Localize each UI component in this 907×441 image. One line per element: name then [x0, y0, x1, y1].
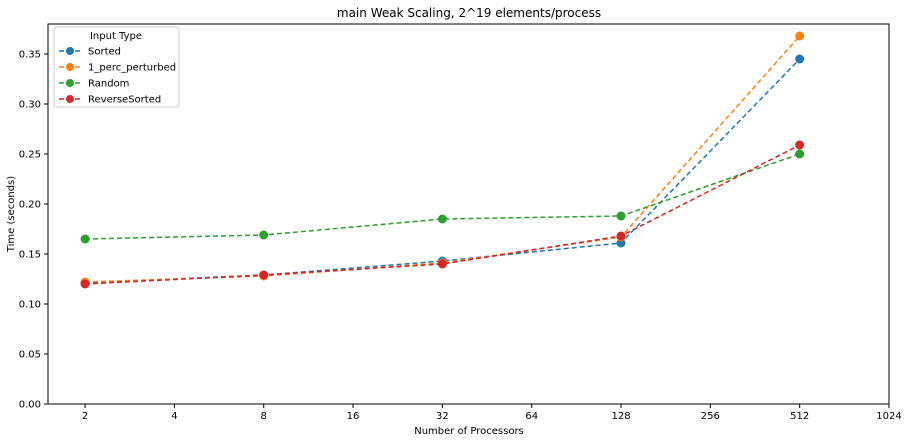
- x-tick-label: 16: [347, 411, 360, 422]
- y-tick-label: 0.30: [19, 100, 41, 111]
- data-point: [795, 31, 805, 41]
- legend-item: 1_perc_perturbed: [59, 63, 176, 74]
- y-tick-label: 0.25: [19, 150, 41, 161]
- data-point: [795, 140, 805, 150]
- legend-title: Input Type: [90, 31, 142, 42]
- legend-label: Sorted: [88, 47, 121, 58]
- x-tick-label: 8: [261, 411, 267, 422]
- legend-item: Random: [59, 79, 129, 90]
- y-tick-label: 0.35: [19, 50, 41, 61]
- series-1-perc-perturbed: [80, 31, 805, 287]
- x-tick-label: 32: [436, 411, 449, 422]
- legend-item: ReverseSorted: [59, 95, 161, 106]
- data-point: [616, 211, 626, 221]
- data-point: [795, 54, 805, 64]
- data-point: [795, 149, 805, 159]
- x-tick-label: 128: [611, 411, 630, 422]
- x-axis-label: Number of Processors: [414, 426, 524, 437]
- legend-marker: [66, 95, 74, 103]
- data-point: [437, 214, 447, 224]
- legend-label: 1_perc_perturbed: [88, 63, 176, 74]
- legend: Input Type Sorted 1_perc_perturbed Random R…: [53, 26, 180, 108]
- x-tick-label: 1024: [876, 411, 901, 422]
- y-tick-label: 0.15: [19, 250, 41, 261]
- y-tick-label: 0.00: [19, 400, 41, 411]
- legend-marker: [66, 79, 74, 87]
- chart-title: main Weak Scaling, 2^19 elements/process: [337, 6, 601, 20]
- y-tick-label: 0.05: [19, 350, 41, 361]
- legend-items: Sorted 1_perc_perturbed Random ReverseSorte…: [59, 47, 176, 106]
- legend-label: ReverseSorted: [88, 95, 161, 106]
- data-point: [259, 270, 269, 280]
- x-tick-label: 4: [171, 411, 177, 422]
- x-tick-label: 256: [701, 411, 720, 422]
- series-sorted: [80, 54, 805, 288]
- series-line: [85, 153, 800, 240]
- series-reversesorted: [80, 140, 805, 289]
- data-point: [80, 234, 90, 244]
- series-line: [85, 35, 801, 283]
- legend-marker: [66, 63, 74, 71]
- data-point: [616, 231, 626, 241]
- legend-label: Random: [88, 79, 129, 90]
- data-point: [437, 259, 447, 269]
- data-point: [259, 230, 269, 240]
- x-tick-label: 64: [525, 411, 538, 422]
- data-point: [80, 279, 90, 289]
- x-tick-label: 2: [82, 411, 88, 422]
- series-line: [85, 58, 801, 284]
- y-axis-label: Time (seconds): [6, 176, 17, 253]
- y-tick-label: 0.10: [19, 300, 41, 311]
- y-axis: 0.00 0.05 0.10 0.15 0.20 0.25 0.30 0.35: [19, 50, 48, 411]
- plot-area: [47, 23, 890, 405]
- legend-item: Sorted: [59, 47, 121, 58]
- x-axis: 2 4 8 16 32 64 128 256 512 1024: [82, 404, 902, 422]
- series-random: [80, 149, 805, 244]
- series-layer: [80, 31, 805, 289]
- legend-box: [53, 26, 180, 108]
- x-tick-label: 512: [790, 411, 809, 422]
- y-tick-label: 0.20: [19, 200, 41, 211]
- legend-marker: [66, 47, 74, 55]
